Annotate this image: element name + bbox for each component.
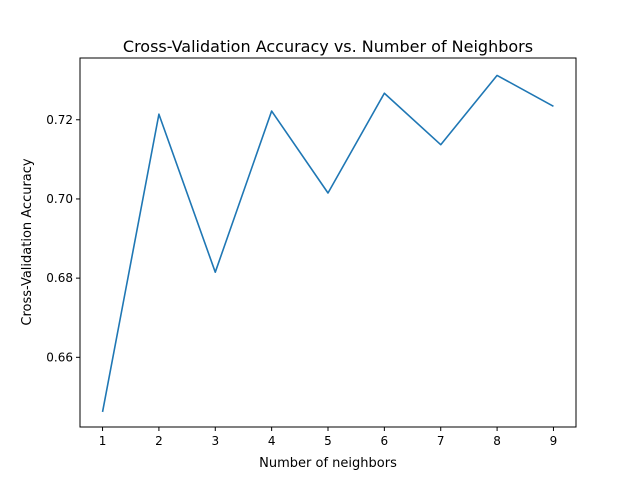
x-tick-label: 1 xyxy=(99,434,107,448)
x-tick-label: 8 xyxy=(493,434,501,448)
x-tick-label: 7 xyxy=(437,434,445,448)
y-tick-label: 0.72 xyxy=(46,113,73,127)
y-tick-label: 0.70 xyxy=(46,192,73,206)
series-layer xyxy=(101,74,554,413)
chart-title: Cross-Validation Accuracy vs. Number of … xyxy=(123,37,533,56)
x-tick-label: 9 xyxy=(550,434,558,448)
x-tick-label: 4 xyxy=(268,434,276,448)
series-line xyxy=(101,74,554,413)
x-tick-label: 2 xyxy=(155,434,163,448)
x-tick-label: 6 xyxy=(381,434,389,448)
y-axis-label: Cross-Validation Accuracy xyxy=(20,158,35,326)
x-tick-label: 5 xyxy=(324,434,332,448)
x-axis-label: Number of neighbors xyxy=(259,456,397,471)
y-tick-label: 0.68 xyxy=(46,271,73,285)
x-axis-ticks: 1 2 3 4 5 6 7 8 9 xyxy=(99,427,558,448)
y-tick-label: 0.66 xyxy=(46,350,73,364)
plot-frame xyxy=(79,57,577,428)
x-tick-label: 3 xyxy=(211,434,219,448)
y-axis-ticks: 0.66 0.68 0.70 0.72 xyxy=(46,113,80,364)
